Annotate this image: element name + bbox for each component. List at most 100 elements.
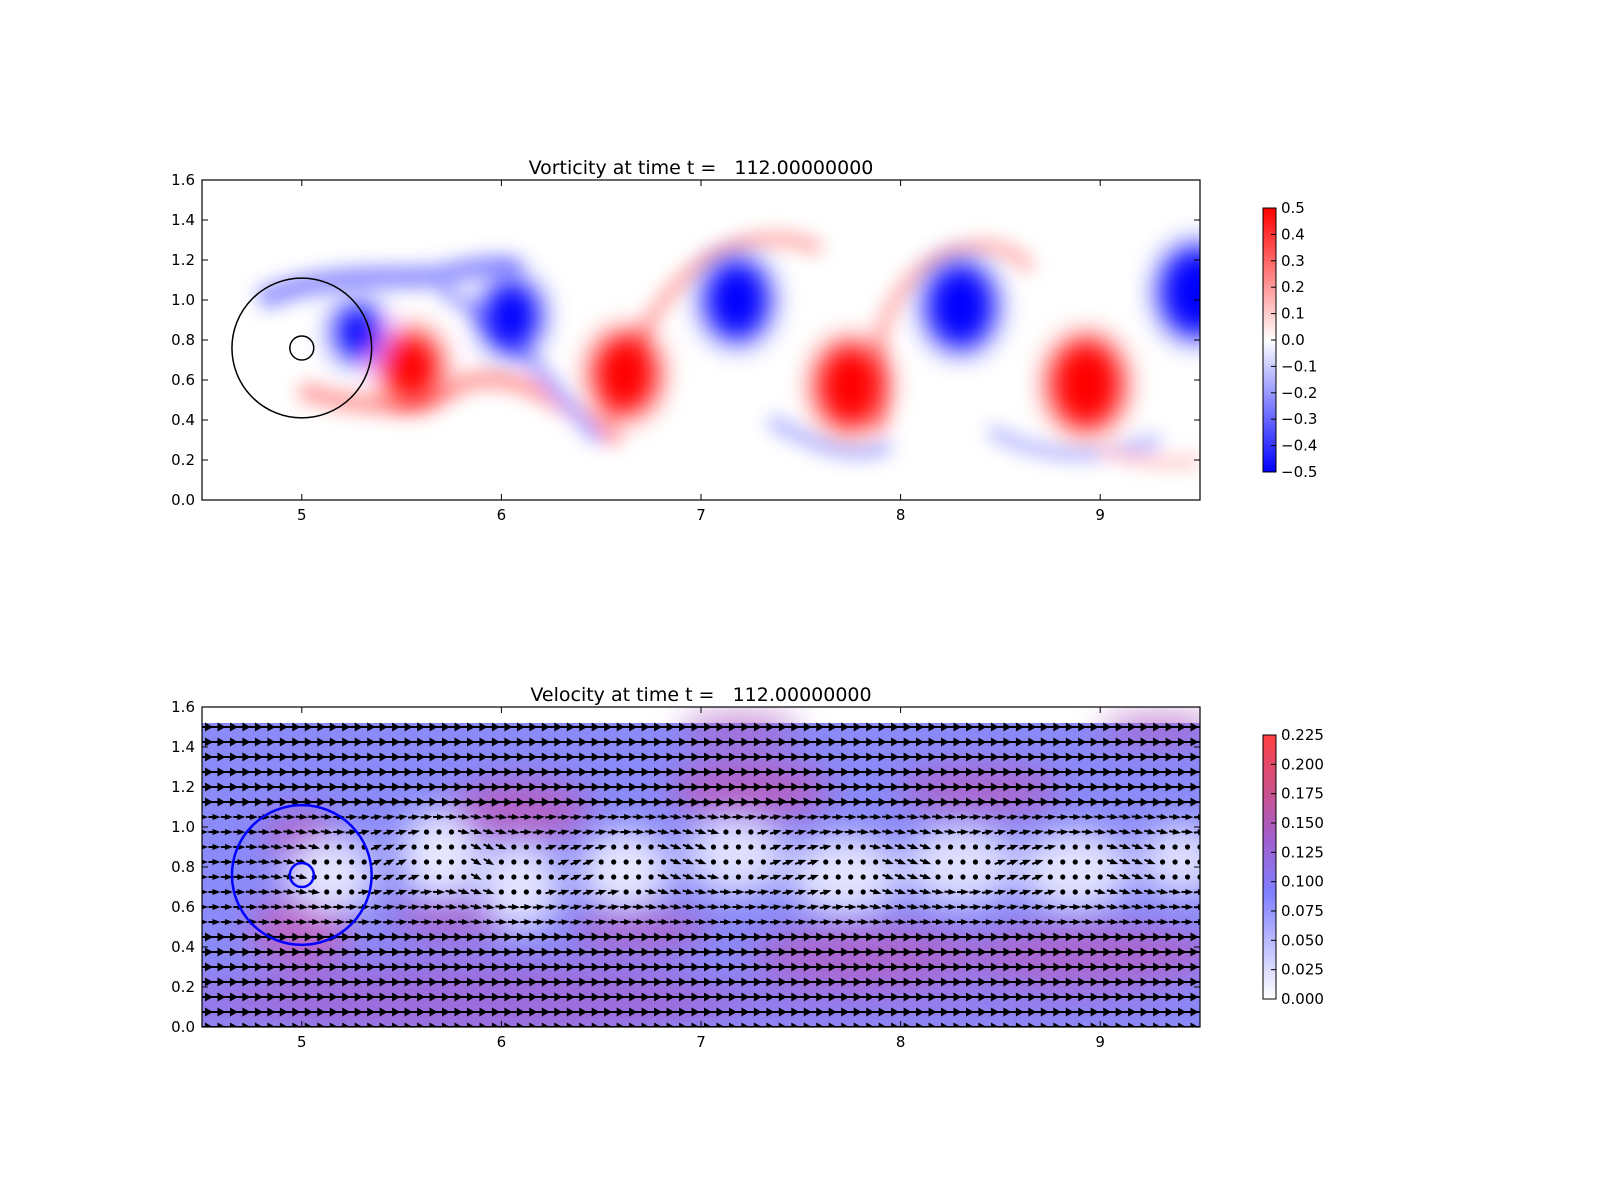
velocity-arrow — [707, 918, 720, 925]
velocity-arrow — [440, 782, 463, 792]
velocity-dot — [760, 844, 766, 850]
velocity-arrow — [702, 932, 725, 942]
velocity-arrow — [652, 722, 675, 732]
velocity-arrow — [827, 932, 850, 942]
velocity-arrow — [1014, 962, 1037, 972]
velocity-dot — [511, 874, 517, 880]
velocity-arrow — [502, 1022, 525, 1027]
velocity-arrow — [802, 962, 825, 972]
velocity-arrow — [976, 962, 999, 972]
velocity-arrow — [964, 962, 987, 972]
velocity-arrow — [1064, 722, 1087, 732]
velocity-arrow — [782, 844, 794, 851]
velocity-dot — [448, 829, 455, 835]
velocity-arrow — [1151, 947, 1174, 957]
velocity-arrow — [258, 858, 271, 865]
velocity-arrow — [552, 737, 575, 747]
x-tick-label: 5 — [297, 1033, 307, 1051]
velocity-arrow — [515, 947, 538, 957]
velocity-arrow — [914, 752, 937, 762]
velocity-arrow — [727, 932, 750, 942]
velocity-dot — [1172, 874, 1178, 880]
velocity-arrow — [1151, 932, 1174, 942]
velocity-arrow — [752, 992, 775, 1002]
velocity-arrow — [615, 932, 638, 942]
velocity-arrow — [914, 782, 937, 792]
velocity-dot — [1072, 859, 1078, 865]
velocity-arrow — [340, 992, 363, 1002]
velocity-arrow — [477, 722, 500, 732]
velocity-arrow — [652, 737, 675, 747]
velocity-arrow — [295, 903, 308, 910]
velocity-arrow — [1001, 992, 1024, 1002]
velocity-arrow — [789, 737, 812, 747]
velocity-arrow — [265, 1007, 288, 1017]
x-tick-label: 7 — [696, 506, 706, 524]
velocity-arrow — [378, 752, 401, 762]
velocity-arrow — [545, 889, 558, 896]
velocity-arrow — [203, 1007, 226, 1017]
velocity-arrow — [1176, 1022, 1199, 1027]
velocity-dot — [411, 844, 417, 850]
velocity-arrow — [827, 977, 850, 987]
velocity-arrow — [470, 873, 482, 880]
velocity-arrow — [739, 752, 762, 762]
velocity-arrow — [964, 947, 987, 957]
velocity-arrow — [769, 904, 782, 911]
velocity-arrow — [607, 889, 620, 896]
velocity-arrow — [540, 797, 563, 807]
velocity-arrow — [877, 932, 900, 942]
velocity-arrow — [739, 962, 762, 972]
velocity-dot — [960, 874, 966, 880]
velocity-arrow — [208, 889, 221, 895]
velocity-arrow — [203, 782, 226, 792]
velocity-arrow — [602, 977, 625, 987]
velocity-arrow — [328, 782, 351, 792]
velocity-arrow — [420, 904, 433, 911]
velocity-dot — [536, 844, 542, 850]
velocity-arrow — [889, 977, 912, 987]
velocity-arrow — [390, 992, 413, 1002]
velocity-arrow — [852, 722, 875, 732]
velocity-arrow — [465, 1007, 488, 1017]
velocity-arrow — [278, 722, 301, 732]
velocity-arrow — [215, 992, 238, 1002]
velocity-arrow — [577, 947, 600, 957]
velocity-arrow — [1051, 1022, 1074, 1027]
velocity-arrow — [483, 858, 495, 865]
velocity-arrow — [340, 782, 363, 792]
velocity-arrow — [527, 767, 550, 777]
velocity-arrow — [420, 889, 433, 896]
velocity-dot — [835, 844, 841, 850]
velocity-arrow — [440, 722, 463, 732]
velocity-arrow — [889, 992, 912, 1002]
velocity-arrow — [1106, 828, 1119, 835]
velocity-arrow — [1151, 962, 1174, 972]
velocity-arrow — [1126, 752, 1149, 762]
velocity-arrow — [627, 992, 650, 1002]
velocity-arrow — [290, 737, 313, 747]
velocity-arrow — [215, 1007, 238, 1017]
velocity-arrow — [570, 919, 583, 926]
velocity-arrow — [470, 813, 483, 820]
velocity-arrow — [976, 752, 999, 762]
velocity-dot — [636, 874, 642, 880]
velocity-arrow — [408, 904, 420, 911]
velocity-arrow — [690, 797, 712, 807]
velocity-arrow — [957, 814, 969, 820]
velocity-arrow — [415, 992, 438, 1002]
velocity-arrow — [245, 814, 258, 820]
velocity-dot — [723, 829, 729, 835]
velocity-arrow — [652, 932, 675, 942]
velocity-arrow — [914, 797, 937, 807]
velocity-arrow — [365, 1007, 388, 1017]
velocity-arrow — [203, 932, 226, 942]
negative-vortex — [481, 278, 542, 354]
velocity-arrow — [445, 813, 458, 820]
velocity-arrow — [1139, 797, 1162, 807]
velocity-arrow — [989, 962, 1012, 972]
velocity-arrow — [315, 962, 338, 972]
velocity-arrow — [415, 962, 438, 972]
velocity-arrow — [565, 767, 588, 777]
velocity-arrow — [902, 782, 925, 792]
